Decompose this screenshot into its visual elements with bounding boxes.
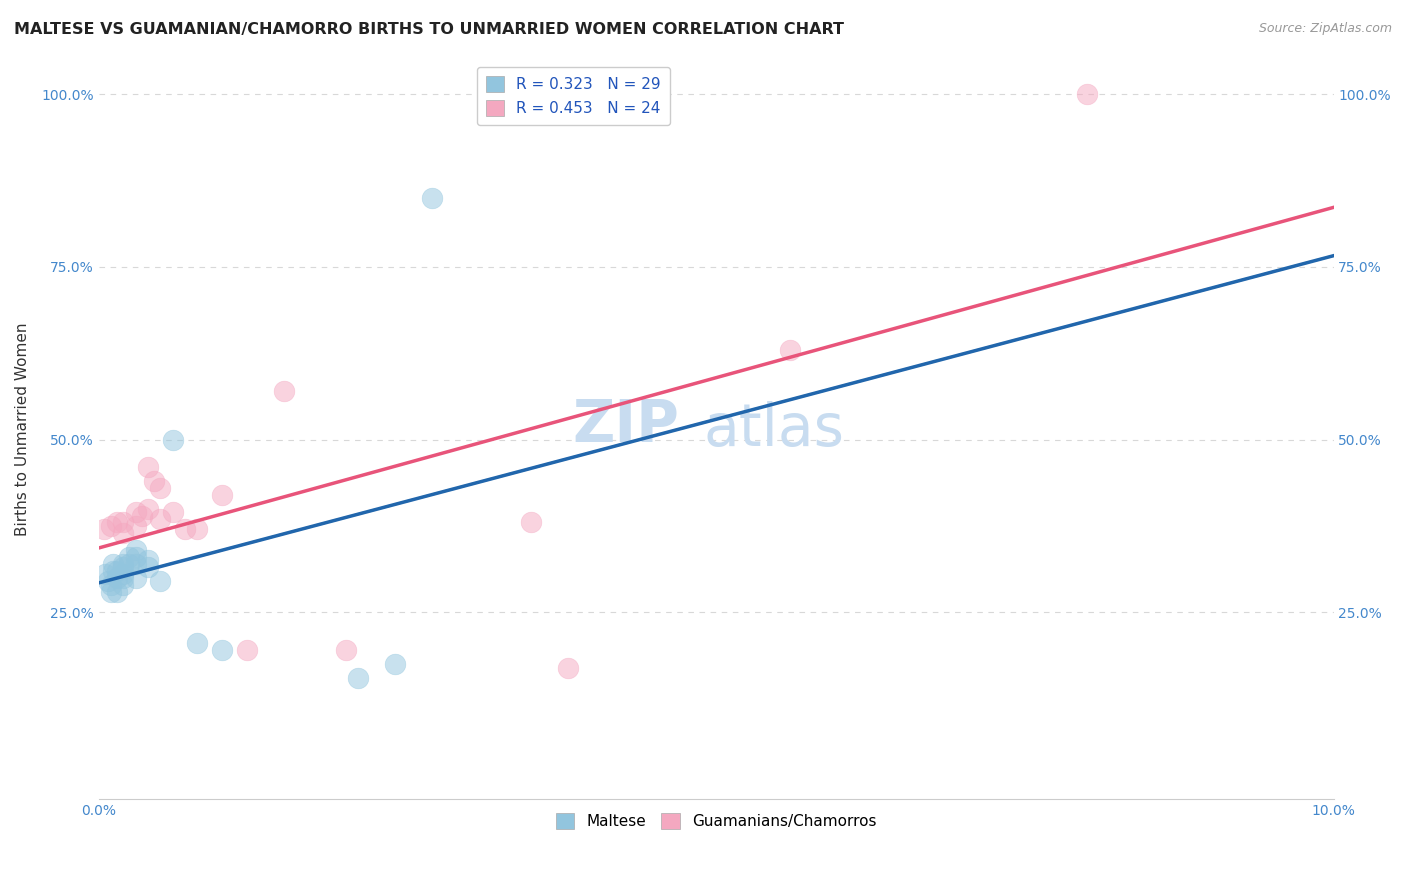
Point [118, 557, 141, 571]
Point [149, 512, 172, 526]
Point [136, 560, 159, 574]
Point [236, 643, 259, 657]
Point [124, 505, 146, 519]
Text: Source: ZipAtlas.com: Source: ZipAtlas.com [1258, 22, 1392, 36]
Point [105, 564, 128, 578]
Point [103, 564, 125, 578]
Point [347, 671, 370, 685]
Point [136, 460, 159, 475]
Point [118, 549, 141, 564]
Point [520, 516, 543, 530]
Point [779, 343, 801, 357]
Point [1076, 87, 1098, 102]
Point [112, 516, 135, 530]
Point [186, 522, 208, 536]
Point [94, 567, 117, 582]
Point [103, 557, 125, 571]
Point [124, 557, 146, 571]
Point [557, 660, 579, 674]
Point [112, 557, 135, 571]
Point [136, 553, 159, 567]
Point [105, 584, 128, 599]
Text: ZIP: ZIP [572, 397, 679, 454]
Point [97, 574, 120, 589]
Point [162, 505, 184, 519]
Point [136, 501, 159, 516]
Point [124, 571, 146, 585]
Point [112, 567, 135, 582]
Point [100, 584, 122, 599]
Point [112, 571, 135, 585]
Point [124, 543, 146, 558]
Point [105, 571, 128, 585]
Point [149, 574, 172, 589]
Point [273, 384, 295, 399]
Point [93, 522, 115, 536]
Point [105, 516, 128, 530]
Point [211, 643, 233, 657]
Point [131, 508, 153, 523]
Point [162, 433, 184, 447]
Point [149, 481, 172, 495]
Point [211, 488, 233, 502]
Point [112, 560, 135, 574]
Y-axis label: Births to Unmarried Women: Births to Unmarried Women [15, 323, 30, 536]
Point [174, 522, 197, 536]
Point [420, 191, 443, 205]
Point [100, 519, 122, 533]
Text: MALTESE VS GUAMANIAN/CHAMORRO BIRTHS TO UNMARRIED WOMEN CORRELATION CHART: MALTESE VS GUAMANIAN/CHAMORRO BIRTHS TO … [14, 22, 844, 37]
Point [335, 643, 357, 657]
Point [124, 519, 146, 533]
Point [100, 577, 122, 591]
Text: atlas: atlas [704, 401, 845, 458]
Point [186, 636, 208, 650]
Legend: Maltese, Guamanians/Chamorros: Maltese, Guamanians/Chamorros [550, 807, 883, 836]
Point [112, 525, 135, 540]
Point [112, 577, 135, 591]
Point [384, 657, 406, 672]
Point [143, 474, 166, 488]
Point [124, 549, 146, 564]
